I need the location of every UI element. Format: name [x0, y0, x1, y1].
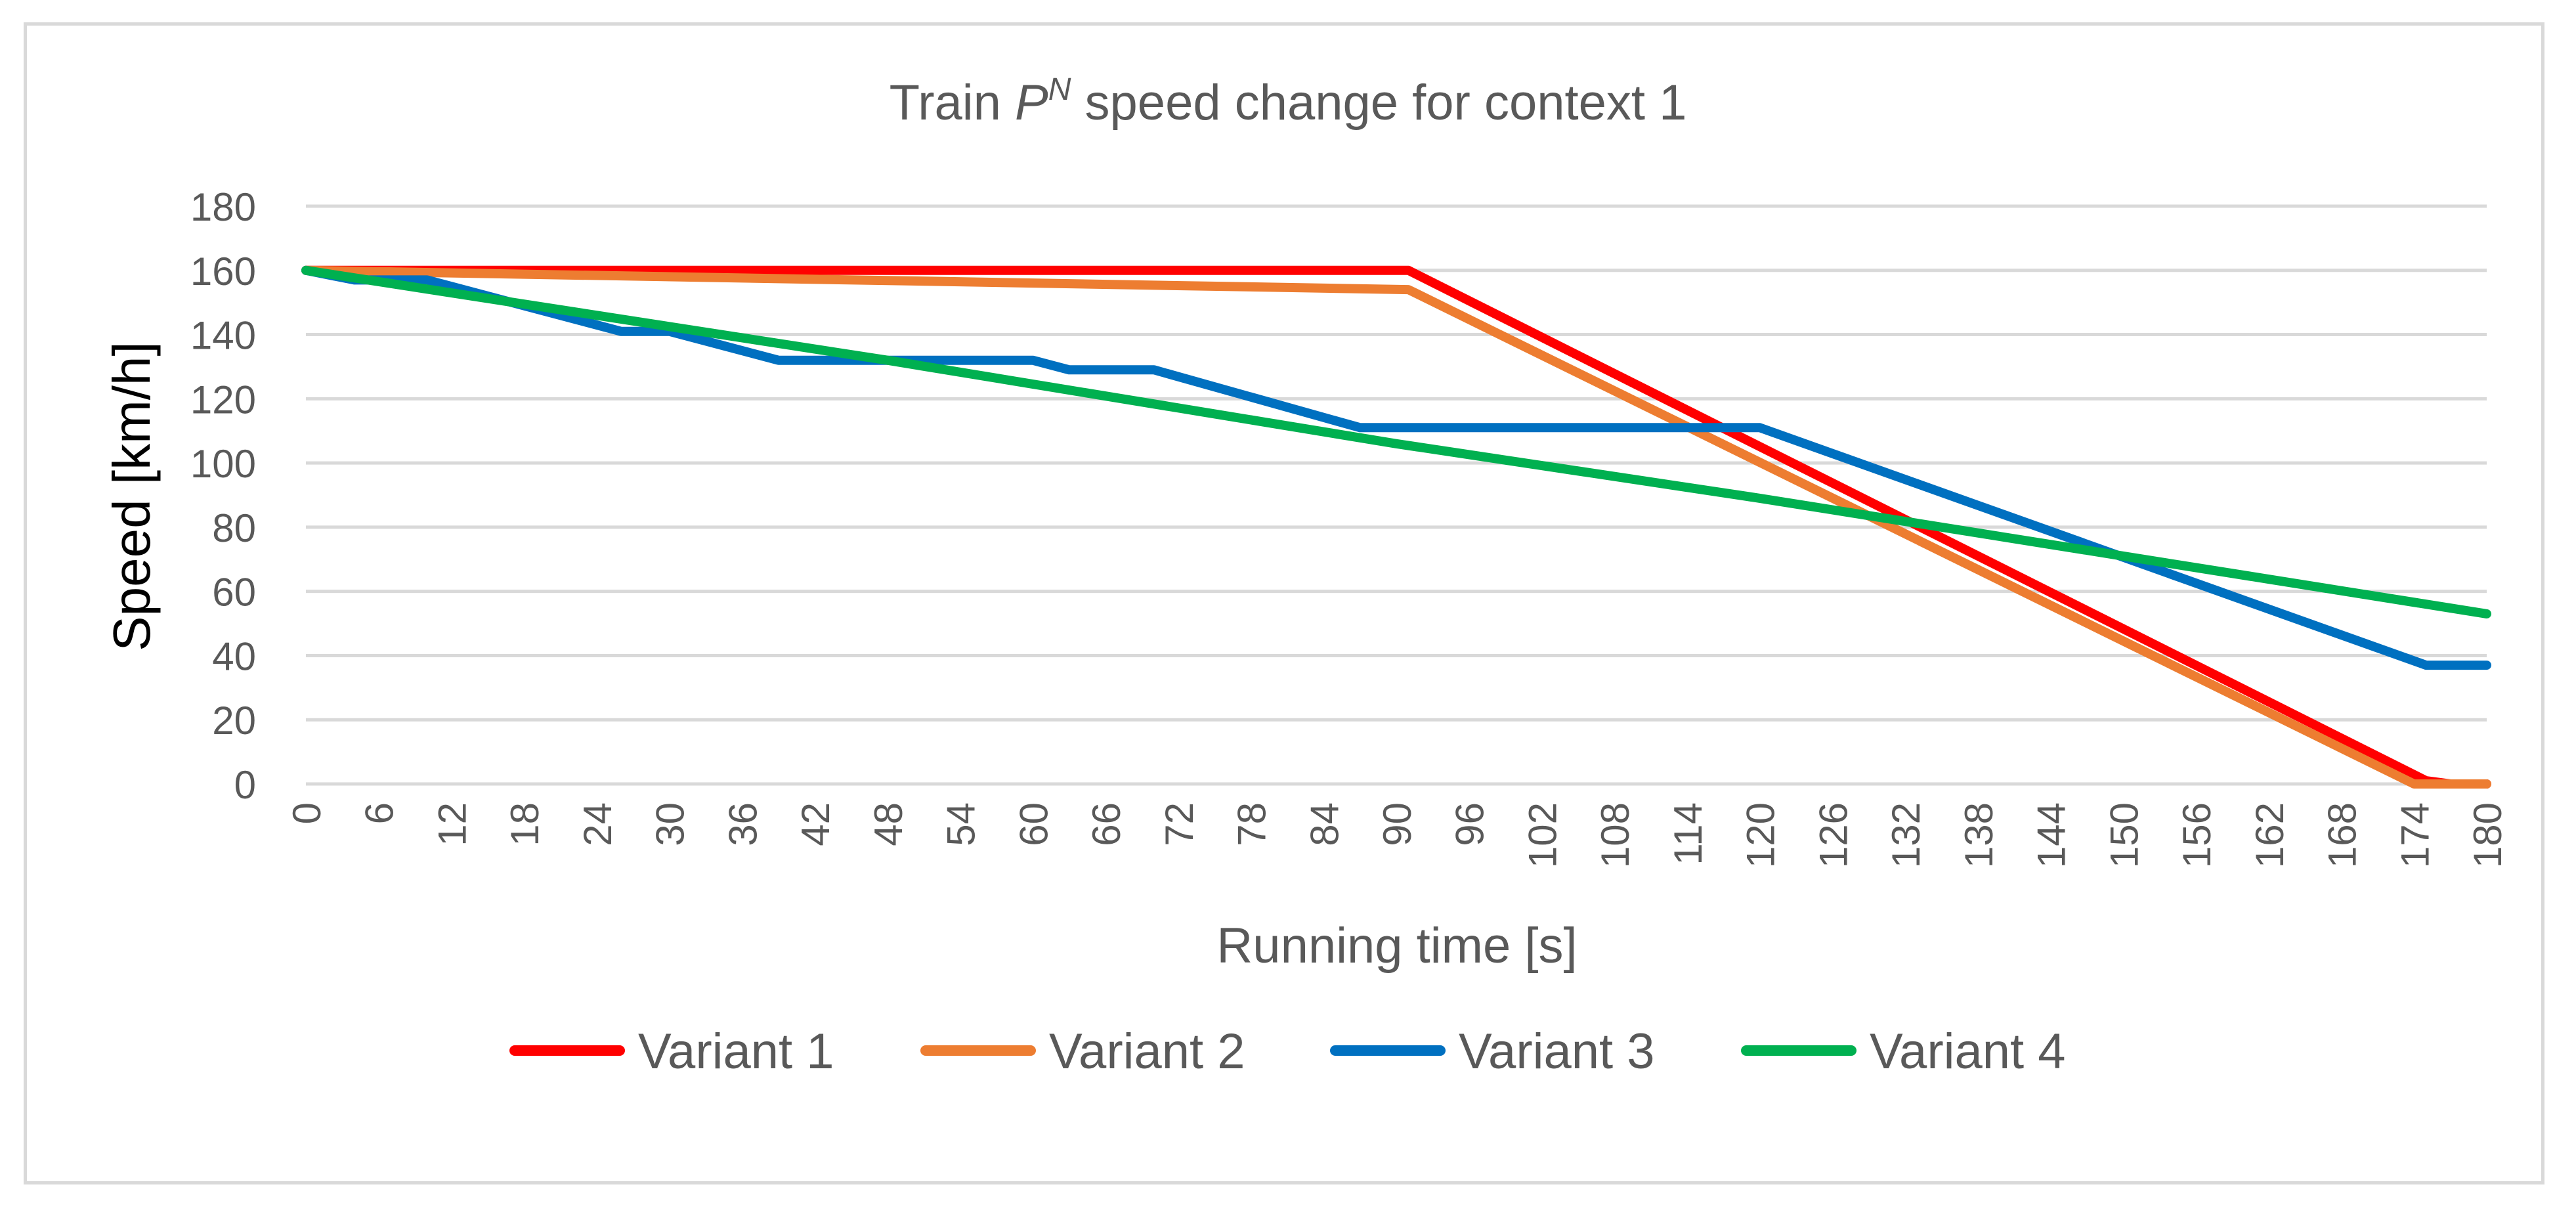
- x-tick-label-72: 72: [1157, 802, 1201, 846]
- series-lines: [301, 265, 2491, 789]
- x-tick-label-54: 54: [939, 802, 983, 846]
- x-tick-label-18: 18: [503, 802, 547, 846]
- x-tick-label-108: 108: [1593, 802, 1637, 868]
- x-tick-label-0: 0: [285, 802, 329, 824]
- chart-title-suffix: speed change for context 1: [1071, 75, 1686, 131]
- y-tick-label-20: 20: [212, 699, 256, 743]
- y-axis-title: Speed [km/h]: [102, 341, 161, 651]
- series-line-variant-4: [301, 265, 2491, 619]
- x-tick-label-162: 162: [2248, 802, 2292, 868]
- x-tick-label-174: 174: [2393, 802, 2437, 868]
- x-tick-label-180: 180: [2466, 802, 2510, 868]
- x-tick-label-60: 60: [1012, 802, 1056, 846]
- legend-label-variant-4: Variant 4: [1870, 1024, 2066, 1079]
- chart-title-superscript: N: [1048, 72, 1071, 107]
- x-tick-label-24: 24: [576, 802, 620, 846]
- y-tick-label-40: 40: [212, 634, 256, 678]
- x-tick-label-138: 138: [1957, 802, 2001, 868]
- x-tick-label-90: 90: [1375, 802, 1419, 846]
- chart-title: Train PN speed change for context 1: [890, 72, 1687, 131]
- y-tick-label-160: 160: [190, 250, 256, 293]
- y-tick-label-60: 60: [212, 571, 256, 615]
- x-tick-label-144: 144: [2030, 802, 2074, 868]
- x-tick-label-114: 114: [1666, 802, 1710, 865]
- x-tick-label-48: 48: [867, 802, 911, 846]
- y-tick-label-120: 120: [190, 378, 256, 422]
- x-tick-label-156: 156: [2175, 802, 2219, 868]
- x-tick-label-132: 132: [1884, 802, 1928, 868]
- x-tick-label-168: 168: [2321, 802, 2365, 868]
- x-tick-label-78: 78: [1230, 802, 1274, 846]
- x-tick-label-150: 150: [2102, 802, 2146, 868]
- y-tick-label-80: 80: [212, 506, 256, 550]
- chart-title-prefix: Train: [890, 75, 1015, 131]
- chart-title-symbol: P: [1015, 75, 1048, 131]
- chart-frame: [24, 22, 2544, 1184]
- y-tick-label-100: 100: [190, 442, 256, 486]
- legend-label-variant-2: Variant 2: [1049, 1024, 1245, 1079]
- x-tick-label-84: 84: [1302, 802, 1346, 846]
- series-line-variant-2: [301, 265, 2491, 789]
- x-tick-label-102: 102: [1520, 802, 1564, 868]
- x-tick-label-66: 66: [1084, 802, 1128, 846]
- x-tick-label-42: 42: [794, 802, 838, 846]
- legend-label-variant-3: Variant 3: [1459, 1024, 1655, 1079]
- legend-label-variant-1: Variant 1: [638, 1024, 834, 1079]
- x-tick-label-36: 36: [721, 802, 765, 846]
- x-tick-label-12: 12: [430, 802, 474, 846]
- x-tick-label-30: 30: [649, 802, 693, 846]
- series-line-variant-3: [301, 265, 2491, 670]
- y-tick-label-0: 0: [234, 763, 256, 807]
- y-tick-label-180: 180: [190, 185, 256, 229]
- x-axis-title: Running time [s]: [1216, 918, 1577, 974]
- y-axis-ticks: 0 20 40 60 80 100 120 140 160 180: [190, 185, 256, 807]
- x-tick-label-120: 120: [1739, 802, 1783, 868]
- y-tick-label-140: 140: [190, 314, 256, 358]
- x-tick-label-6: 6: [358, 802, 402, 824]
- legend: Variant 1 Variant 2 Variant 3 Variant 4: [509, 1024, 2066, 1079]
- x-tick-label-126: 126: [1811, 802, 1855, 868]
- x-axis-ticks: 0 6 12 18 24 30 36 42 48 54 60 66 72 78 84 90 96 102 108 11…: [285, 802, 2510, 868]
- x-tick-label-96: 96: [1448, 802, 1492, 846]
